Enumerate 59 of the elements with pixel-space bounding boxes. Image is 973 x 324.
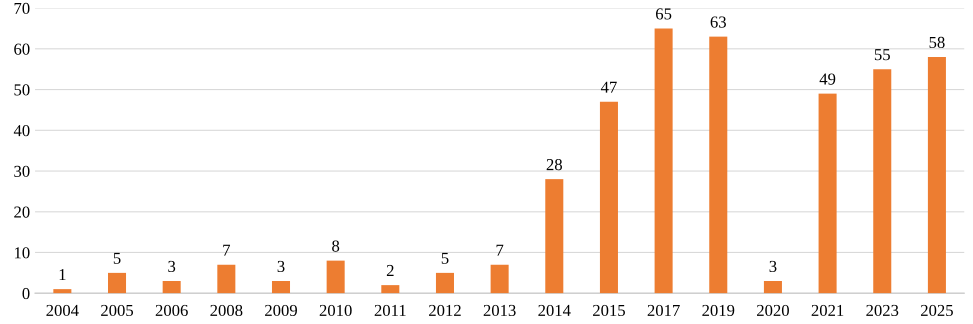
data-label: 1 [60, 269, 66, 280]
data-label: 7 [496, 244, 504, 256]
x-tick-label: 2014 [538, 304, 571, 316]
bar [217, 264, 236, 294]
bar [928, 56, 946, 294]
x-tick-label: 2021 [812, 304, 844, 316]
y-tick-label: 40 [14, 124, 30, 136]
bar [709, 36, 728, 294]
x-tick-label: 2017 [648, 304, 680, 316]
x-tick-label: 2013 [484, 304, 516, 316]
bar [873, 69, 892, 294]
data-label: 65 [656, 8, 672, 20]
x-tick-label: 2023 [866, 304, 898, 316]
data-label: 55 [874, 49, 890, 60]
x-tick-label: 2019 [702, 304, 734, 316]
x-tick-label: 2020 [757, 304, 789, 316]
bar [436, 272, 454, 294]
bar [818, 94, 837, 294]
x-tick-label: 2009 [265, 304, 297, 316]
y-tick-label: 30 [14, 166, 30, 177]
data-label: 28 [546, 158, 562, 170]
data-label: 47 [600, 82, 617, 93]
data-label: 58 [930, 36, 945, 48]
data-label: 49 [820, 73, 836, 85]
bar [108, 272, 126, 294]
data-label: 5 [442, 252, 448, 264]
y-tick-label: 20 [14, 206, 30, 218]
y-tick-label: 0 [22, 288, 30, 300]
bar [600, 102, 618, 294]
bar [490, 264, 509, 294]
y-tick-label: 60 [14, 44, 30, 55]
data-label: 3 [168, 260, 176, 272]
data-label: 7 [223, 244, 230, 256]
x-tick-label: 2025 [920, 304, 953, 316]
x-tick-label: 2012 [429, 304, 461, 316]
bar [53, 289, 72, 294]
bar [381, 285, 400, 294]
data-label: 3 [770, 260, 776, 272]
y-tick-label: 70 [14, 2, 30, 14]
data-label: 5 [114, 252, 121, 264]
x-tick-label: 2008 [210, 304, 242, 316]
x-tick-label: 2005 [101, 304, 134, 316]
bar [272, 281, 290, 294]
bar [764, 281, 782, 294]
bar [326, 260, 345, 294]
y-tick-label: 50 [14, 84, 30, 96]
data-label: 3 [278, 260, 285, 272]
bar [162, 281, 181, 294]
bar [654, 28, 673, 294]
x-tick-label: 2006 [156, 304, 188, 316]
data-label: 2 [386, 264, 394, 276]
x-tick-label: 2011 [374, 304, 406, 316]
data-label: 63 [710, 16, 726, 28]
x-tick-label: 2010 [320, 304, 352, 316]
y-tick-label: 10 [14, 247, 30, 258]
data-label: 8 [332, 240, 340, 252]
bar [545, 179, 564, 294]
x-tick-label: 2004 [46, 304, 79, 316]
x-tick-label: 2015 [593, 304, 625, 316]
